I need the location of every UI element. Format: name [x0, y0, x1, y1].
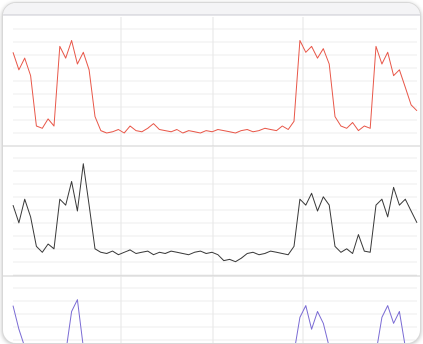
signal-trace [12, 299, 406, 343]
trace-view [3, 3, 420, 343]
signal-trace [12, 163, 418, 263]
header-bar [3, 3, 420, 15]
signal-trace [12, 40, 418, 134]
